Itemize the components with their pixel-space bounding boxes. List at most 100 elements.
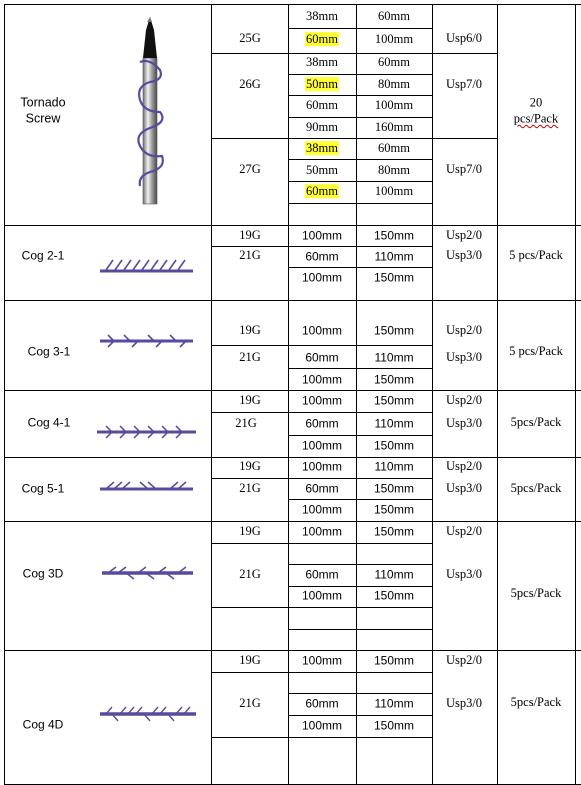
gauge-cell: 25G xyxy=(239,31,261,46)
length-cell: 60mm xyxy=(305,249,339,264)
length-cell: 38mm xyxy=(306,9,338,24)
usp-cell: Usp6/0 xyxy=(445,31,483,46)
length-cell: 150mm xyxy=(373,323,415,338)
length-cell: 160mm xyxy=(374,120,414,135)
length-cell: 150mm xyxy=(373,481,415,496)
length-cell: 60mm xyxy=(378,9,410,24)
length-cell: 100mm xyxy=(301,228,343,243)
length-cell: 150mm xyxy=(373,393,415,408)
length-cell: 100mm xyxy=(301,393,343,408)
usp-cell: Usp3/0 xyxy=(445,248,483,263)
length-cell: 150mm xyxy=(373,438,415,453)
pack-cell: 5pcs/Pack xyxy=(510,481,562,496)
gauge-cell: 21G xyxy=(239,567,261,582)
gauge-cell: 19G xyxy=(239,653,261,668)
product-name: Cog 2-1 xyxy=(21,248,65,263)
length-cell: 110mm xyxy=(374,567,414,582)
gauge-cell: 21G xyxy=(239,350,261,365)
usp-cell: Usp3/0 xyxy=(445,567,483,582)
gauge-cell: 19G xyxy=(239,228,261,243)
usp-cell: Usp2/0 xyxy=(445,228,483,243)
length-cell: 60mm xyxy=(305,32,339,47)
length-cell: 100mm xyxy=(301,372,343,387)
length-cell: 60mm xyxy=(305,184,339,199)
length-cell: 150mm xyxy=(373,524,415,539)
usp-cell: Usp7/0 xyxy=(445,162,483,177)
length-cell: 60mm xyxy=(305,481,339,496)
gauge-cell: 21G xyxy=(235,416,257,431)
length-cell: 100mm xyxy=(374,98,414,113)
pack-cell: 5 pcs/Pack xyxy=(509,344,563,359)
usp-cell: Usp3/0 xyxy=(445,696,483,711)
length-cell: 100mm xyxy=(301,502,343,517)
length-cell: 60mm xyxy=(378,55,410,70)
length-cell: 90mm xyxy=(306,120,338,135)
length-cell: 100mm xyxy=(301,588,343,603)
length-cell: 80mm xyxy=(378,77,410,92)
length-cell: 60mm xyxy=(306,98,338,113)
product-name: Cog 3-1 xyxy=(27,344,71,359)
usp-cell: Usp2/0 xyxy=(445,393,483,408)
gauge-cell: 21G xyxy=(239,248,261,263)
length-cell: 38mm xyxy=(306,55,338,70)
usp-cell: Usp2/0 xyxy=(445,653,483,668)
length-cell: 110mm xyxy=(374,249,414,264)
gauge-cell: 19G xyxy=(239,459,261,474)
product-name: Cog 4-1 xyxy=(27,415,71,430)
usp-cell: Usp3/0 xyxy=(445,416,483,431)
length-cell: 150mm xyxy=(373,653,415,668)
length-cell: 150mm xyxy=(373,502,415,517)
product-name: Cog 4D xyxy=(22,717,64,732)
length-cell: 80mm xyxy=(378,163,410,178)
length-cell: 100mm xyxy=(374,184,414,199)
length-cell: 150mm xyxy=(373,372,415,387)
gauge-cell: 19G xyxy=(239,524,261,539)
length-cell: 150mm xyxy=(373,228,415,243)
length-cell: 100mm xyxy=(301,653,343,668)
length-cell: 38mm xyxy=(305,141,339,156)
pack-cell: 5pcs/Pack xyxy=(510,586,562,601)
usp-cell: Usp3/0 xyxy=(445,350,483,365)
gauge-cell: 27G xyxy=(239,162,261,177)
usp-cell: Usp2/0 xyxy=(445,524,483,539)
length-cell: 110mm xyxy=(374,696,414,711)
usp-cell: Usp3/0 xyxy=(445,481,483,496)
length-cell: 100mm xyxy=(301,323,343,338)
usp-cell: Usp2/0 xyxy=(445,459,483,474)
pack-cell: 5 pcs/Pack xyxy=(509,248,563,263)
pack-cell: 5pcs/Pack xyxy=(510,695,562,710)
product-name: Cog 5-1 xyxy=(21,481,65,496)
gauge-cell: 21G xyxy=(239,696,261,711)
usp-cell: Usp2/0 xyxy=(445,323,483,338)
length-cell: 60mm xyxy=(305,350,339,365)
length-cell: 50mm xyxy=(305,77,339,92)
length-cell: 110mm xyxy=(374,459,414,474)
length-cell: 60mm xyxy=(305,696,339,711)
pack-cell: 20 pcs/Pack xyxy=(513,95,559,125)
length-cell: 110mm xyxy=(374,350,414,365)
length-cell: 150mm xyxy=(373,588,415,603)
length-cell: 100mm xyxy=(374,32,414,47)
usp-cell: Usp7/0 xyxy=(445,77,483,92)
length-cell: 100mm xyxy=(301,459,343,474)
length-cell: 60mm xyxy=(305,567,339,582)
length-cell: 50mm xyxy=(306,163,338,178)
product-name: Cog 3D xyxy=(22,566,64,581)
length-cell: 150mm xyxy=(373,270,415,285)
length-cell: 60mm xyxy=(305,416,339,431)
length-cell: 110mm xyxy=(374,416,414,431)
product-name: Tornado Screw xyxy=(20,95,66,125)
length-cell: 150mm xyxy=(373,718,415,733)
gauge-cell: 21G xyxy=(239,481,261,496)
length-cell: 100mm xyxy=(301,524,343,539)
gauge-cell: 26G xyxy=(239,77,261,92)
gauge-cell: 19G xyxy=(239,393,261,408)
length-cell: 100mm xyxy=(301,270,343,285)
gauge-cell: 19G xyxy=(239,323,261,338)
